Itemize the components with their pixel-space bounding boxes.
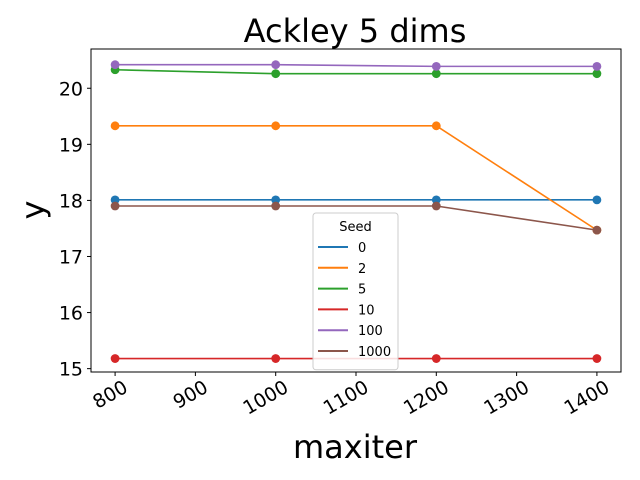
legend-label-0: 0 <box>358 241 366 256</box>
data-point-2-1200 <box>431 121 441 131</box>
data-point-10-800 <box>110 354 120 363</box>
data-point-2-1000 <box>271 121 281 131</box>
legend: Seed 0 2 5 10 100 1000 <box>312 212 399 371</box>
series-line-100 <box>115 63 597 68</box>
series-line-2 <box>115 125 598 231</box>
y-axis: 15 16 17 18 19 20 <box>59 78 91 381</box>
legend-item-2: 2 <box>318 262 366 277</box>
y-tick-label-18: 18 <box>59 190 83 212</box>
data-point-5-1000 <box>271 69 281 79</box>
x-axis-label: maxiter <box>293 428 418 466</box>
plot-area <box>110 60 602 363</box>
data-point-100-1400 <box>592 61 602 71</box>
series-1000 <box>110 201 602 235</box>
data-point-1000-1400 <box>592 225 602 235</box>
data-point-2-800 <box>110 121 120 131</box>
legend-item-100: 100 <box>318 324 383 339</box>
legend-item-5: 5 <box>318 283 366 298</box>
legend-title: Seed <box>339 220 372 235</box>
data-point-100-1000 <box>271 60 281 70</box>
chart-title: Ackley 5 dims <box>244 12 467 50</box>
x-tick-label-1100: 1100 <box>320 376 373 419</box>
data-point-5-1200 <box>431 69 441 79</box>
series-0 <box>110 195 602 205</box>
data-point-10-1400 <box>592 354 602 363</box>
legend-item-0: 0 <box>318 241 366 256</box>
legend-label-1000: 1000 <box>358 345 391 360</box>
legend-label-10: 10 <box>358 303 375 318</box>
x-tick-label-1300: 1300 <box>480 376 533 419</box>
data-point-1000-1000 <box>271 201 281 211</box>
y-tick-label-20: 20 <box>59 78 83 100</box>
data-point-10-1200 <box>431 354 441 363</box>
data-point-0-1000 <box>271 195 281 205</box>
data-point-1000-1200 <box>431 201 441 211</box>
y-tick-label-17: 17 <box>59 246 83 268</box>
x-tick-label-1200: 1200 <box>400 376 453 419</box>
x-tick-label-800: 800 <box>89 376 131 413</box>
series-5 <box>110 65 602 79</box>
x-axis: 800 900 1000 1100 1200 1300 1400 <box>89 372 613 420</box>
data-point-10-1000 <box>271 354 281 363</box>
legend-label-5: 5 <box>358 283 366 298</box>
y-axis-label: y <box>14 201 52 220</box>
data-point-0-1400 <box>592 195 602 205</box>
x-tick-label-900: 900 <box>169 376 211 413</box>
data-point-100-1200 <box>431 61 441 71</box>
series-100 <box>110 60 602 71</box>
data-point-100-800 <box>110 60 120 70</box>
legend-item-10: 10 <box>318 303 375 318</box>
legend-label-100: 100 <box>358 324 383 339</box>
data-point-0-800 <box>110 195 120 205</box>
y-tick-label-16: 16 <box>59 303 83 325</box>
x-tick-label-1400: 1400 <box>561 376 614 419</box>
legend-label-2: 2 <box>358 262 366 277</box>
legend-item-1000: 1000 <box>318 345 391 360</box>
x-tick-label-1000: 1000 <box>239 376 292 419</box>
data-point-1000-800 <box>110 201 120 211</box>
data-point-0-1200 <box>431 195 441 205</box>
series-line-5 <box>115 68 597 75</box>
y-tick-label-19: 19 <box>59 134 83 156</box>
series-line-1000 <box>115 205 598 231</box>
y-tick-label-15: 15 <box>59 359 83 381</box>
data-point-5-1400 <box>592 69 602 79</box>
